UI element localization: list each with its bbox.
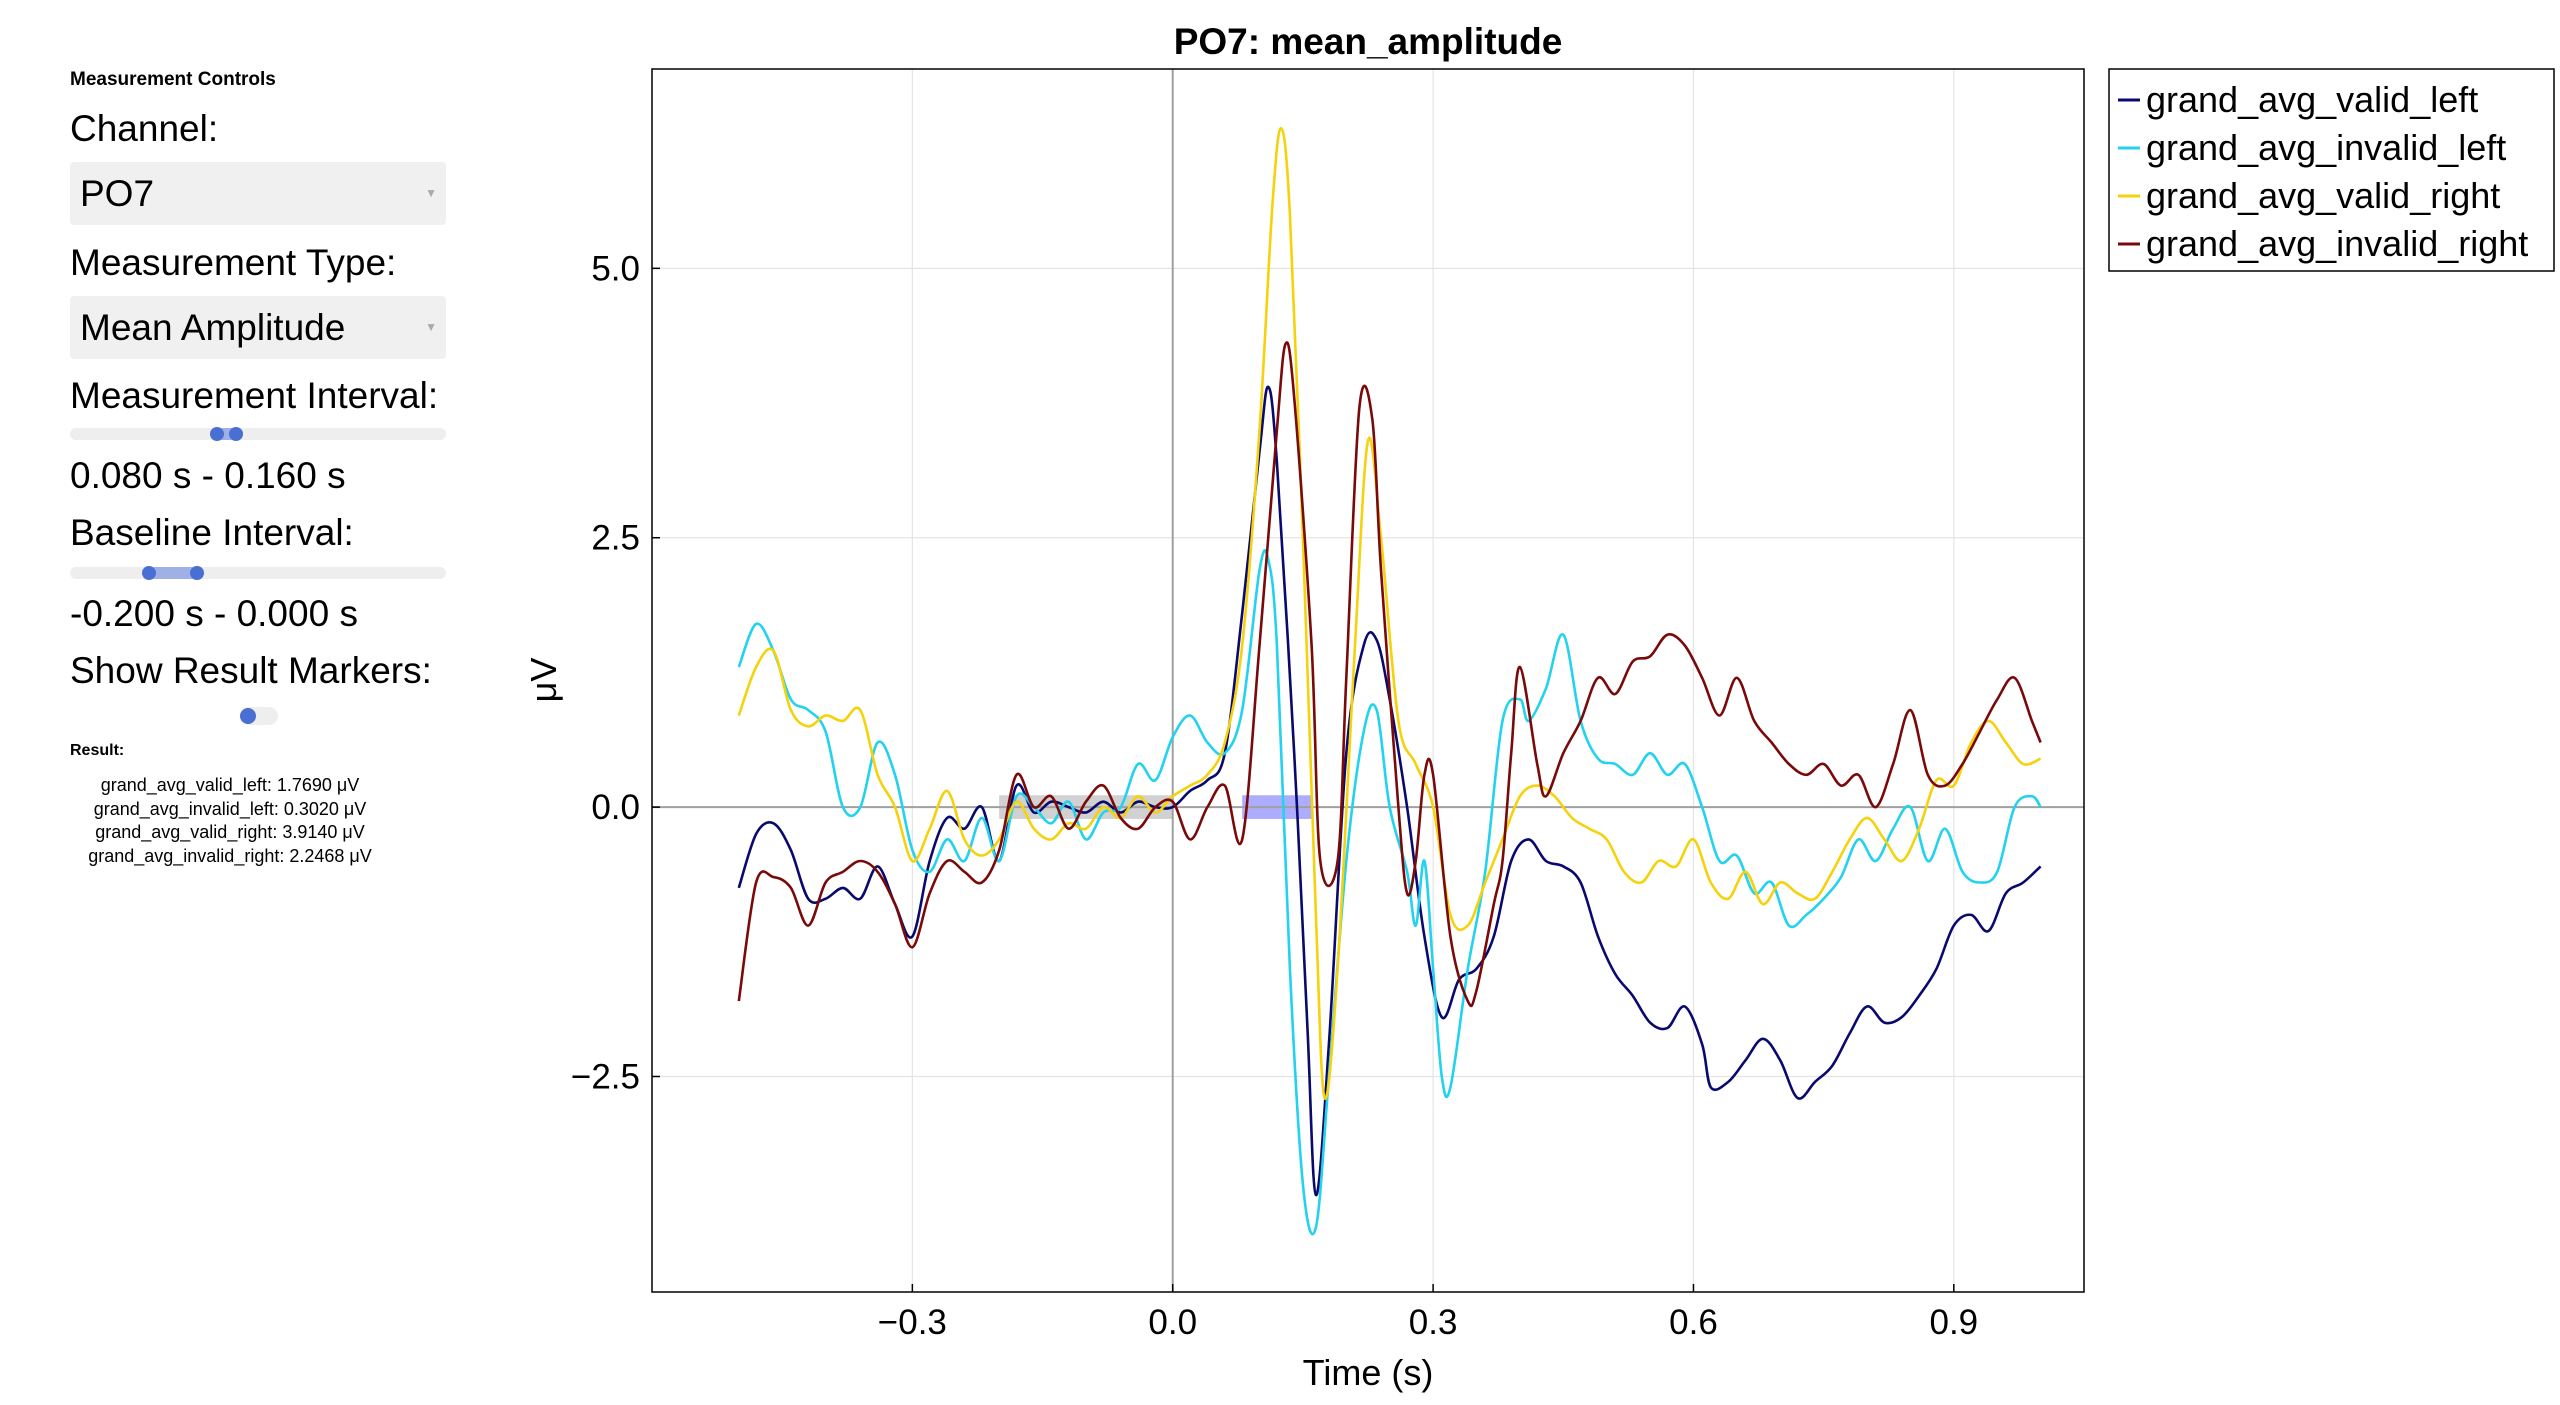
channel-dropdown-value: PO7 xyxy=(80,173,155,214)
x-tick-label: 0.0 xyxy=(1148,1303,1197,1342)
measurement-interval-slider[interactable] xyxy=(70,427,446,441)
baseline-interval-label: Baseline Interval: xyxy=(70,512,354,553)
series-line-grand_avg_invalid_right xyxy=(737,341,2042,1008)
channel-label: Channel: xyxy=(70,108,219,149)
toggle-knob xyxy=(240,708,256,724)
x-tick-label: 0.3 xyxy=(1409,1303,1458,1342)
y-axis-label: μV xyxy=(523,658,564,703)
series-line-grand_avg_invalid_left xyxy=(737,549,2042,1236)
show-result-markers-toggle[interactable] xyxy=(240,707,278,725)
y-tick-label: 0.0 xyxy=(591,788,640,827)
plot-frame xyxy=(651,68,2085,1293)
series-line-grand_avg_valid_right xyxy=(737,126,2042,1101)
measurement-interval-end-handle[interactable] xyxy=(229,427,243,441)
result-valid-left: grand_avg_valid_left: 1.7690 μV xyxy=(100,775,360,795)
baseline-interval-value: -0.200 s - 0.000 s xyxy=(70,593,358,634)
show-result-markers-label: Show Result Markers: xyxy=(70,650,432,691)
baseline-interval-start-handle[interactable] xyxy=(142,566,156,580)
measurement-type-label: Measurement Type: xyxy=(70,242,397,283)
y-tick-label: 2.5 xyxy=(591,519,640,558)
result-invalid-right: grand_avg_invalid_right: 2.2468 μV xyxy=(88,845,372,866)
legend-label-valid-right: grand_avg_valid_right xyxy=(2146,175,2500,216)
x-axis-label: Time (s) xyxy=(1303,1352,1434,1393)
series-line-grand_avg_valid_left xyxy=(737,385,2042,1197)
channel-dropdown[interactable]: PO7 ▼ xyxy=(70,162,446,225)
measurement-type-dropdown-value: Mean Amplitude xyxy=(80,307,346,348)
chart-title: PO7: mean_amplitude xyxy=(1174,21,1563,62)
legend-box xyxy=(2108,68,2555,272)
measurement-type-dropdown[interactable]: Mean Amplitude ▼ xyxy=(70,296,446,359)
x-tick-label: 0.9 xyxy=(1929,1303,1978,1342)
x-tick-label: −0.3 xyxy=(878,1303,947,1342)
result-invalid-left: grand_avg_invalid_left: 0.3020 μV xyxy=(93,798,367,819)
measurement-interval-start-handle[interactable] xyxy=(210,427,224,441)
baseline-interval-fill xyxy=(149,567,197,579)
measurement-controls-panel: Measurement Controls Channel: PO7 ▼ Meas… xyxy=(0,0,520,1405)
chevron-down-icon: ▼ xyxy=(425,320,437,334)
results-list: grand_avg_valid_left: 1.7690 μV grand_av… xyxy=(70,774,390,868)
controls-title: Measurement Controls xyxy=(70,69,276,90)
legend-label-invalid-right: grand_avg_invalid_right xyxy=(2146,223,2528,264)
measurement-interval-value: 0.080 s - 0.160 s xyxy=(70,455,346,496)
grid xyxy=(652,69,2084,1292)
legend: grand_avg_valid_left grand_avg_invalid_l… xyxy=(2108,68,2555,272)
y-tick-label: 5.0 xyxy=(591,249,640,288)
chevron-down-icon: ▼ xyxy=(425,186,437,200)
result-valid-right: grand_avg_valid_right: 3.9140 μV xyxy=(95,822,365,842)
baseline-interval-slider[interactable] xyxy=(70,566,446,580)
baseline-interval-end-handle[interactable] xyxy=(190,566,204,580)
x-tick-label: 0.6 xyxy=(1669,1303,1718,1342)
measurement-interval-label: Measurement Interval: xyxy=(70,375,439,416)
series-lines xyxy=(737,126,2042,1236)
zero-lines xyxy=(652,69,2084,1292)
legend-label-invalid-left: grand_avg_invalid_left xyxy=(2146,127,2506,168)
axis-ticks: −0.3 0.0 0.3 0.6 0.9 −2.5 0.0 2.5 5.0 xyxy=(571,249,1978,1342)
result-title: Result: xyxy=(70,742,125,759)
legend-label-valid-left: grand_avg_valid_left xyxy=(2146,79,2478,120)
y-tick-label: −2.5 xyxy=(571,1057,640,1096)
